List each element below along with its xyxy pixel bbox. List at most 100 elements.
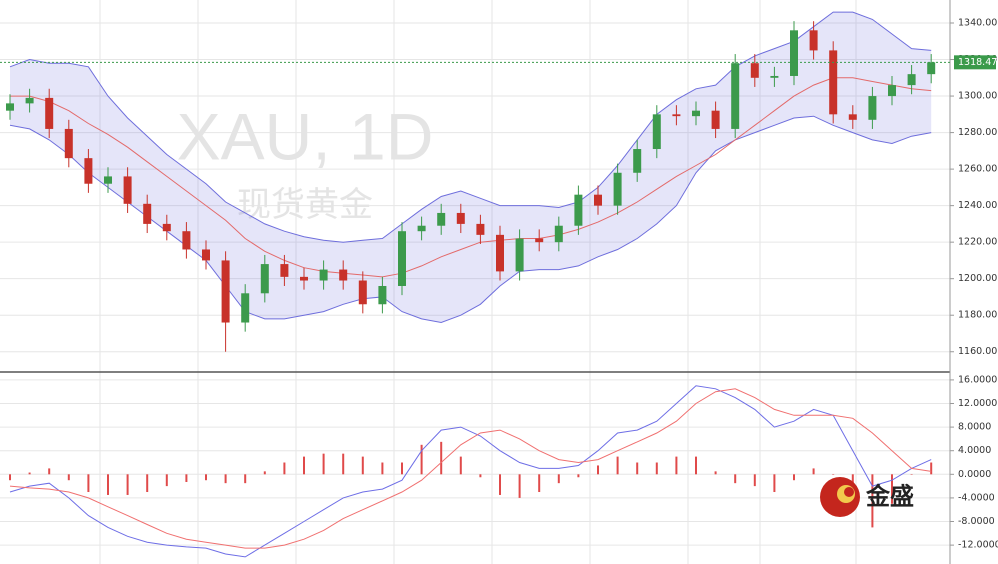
candle-body (339, 269, 348, 281)
candle-body (182, 231, 191, 250)
candle-body (692, 110, 700, 117)
histogram-bar (401, 462, 403, 475)
y-tick-label: 1180.00 (958, 310, 997, 321)
candle-body (358, 280, 367, 305)
histogram-bar (773, 474, 776, 493)
histogram-bar (420, 444, 423, 475)
candle-body (652, 114, 661, 150)
last-price-box (954, 55, 996, 70)
histogram-bar (734, 474, 737, 484)
candle-body (398, 231, 406, 286)
candle-body (123, 176, 132, 204)
candle-body (633, 149, 642, 173)
watermark: XAU, 1D (177, 99, 434, 173)
candle-body (848, 114, 857, 120)
histogram-bar (244, 474, 247, 484)
y-tick-label: 1260.00 (958, 164, 997, 175)
histogram-bar (303, 456, 305, 475)
candle-body (750, 63, 759, 78)
histogram-bar (322, 453, 325, 475)
macd-line (9, 385, 932, 558)
y-tick-label: 8.0000 (958, 422, 991, 433)
histogram-bar (597, 465, 599, 475)
candle-body (672, 114, 681, 117)
candle-body (64, 128, 73, 159)
candle-body (162, 223, 171, 232)
histogram-bar (655, 462, 658, 475)
histogram-bar (107, 474, 109, 495)
candle-body (202, 249, 210, 261)
y-tick-label: 0.0000 (958, 469, 991, 480)
histogram-bar (499, 474, 501, 495)
histogram-bar (67, 474, 70, 481)
candle-body (574, 194, 583, 226)
candle-body (417, 225, 426, 232)
vertical-grid (99, 0, 857, 564)
histogram-bar (263, 471, 266, 475)
histogram-bar (518, 474, 521, 498)
watermark-subtitle: 现货黄金 (237, 186, 373, 224)
middle-band (10, 77, 932, 278)
candle-body (594, 194, 602, 206)
histogram-bar (9, 474, 11, 481)
y-tick-label: -8.0000 (958, 516, 995, 527)
histogram-bar (910, 474, 913, 475)
histogram-bar (577, 474, 580, 478)
histogram-bar (793, 474, 795, 481)
histogram-bar (871, 474, 874, 528)
candle-body (731, 63, 740, 129)
candle-body (300, 276, 308, 281)
histogram-bar (28, 472, 31, 475)
candle-body (829, 50, 838, 115)
candle-body (143, 203, 152, 224)
candle-body (104, 176, 112, 184)
last-price-label: 1318.47 (958, 57, 997, 68)
histogram-bar (812, 468, 815, 475)
upper-band (9, 11, 932, 243)
candle-body (437, 212, 446, 226)
histogram-bar (557, 474, 560, 484)
y-tick-label: 16.0000 (958, 374, 997, 385)
histogram-bar (342, 453, 345, 475)
candle-body (221, 260, 230, 323)
y-tick-label: -4.0000 (958, 492, 995, 503)
y-tick-label: 1200.00 (958, 273, 997, 284)
logo-text: 金盛 (865, 482, 914, 510)
histogram-bar (283, 462, 286, 475)
candle-body (241, 293, 250, 323)
candle-body (496, 234, 504, 272)
histogram-bar (185, 474, 188, 482)
logo-swirl-inner (844, 487, 854, 497)
candle-body (84, 158, 93, 184)
histogram-bar (361, 456, 364, 475)
candle-body (45, 97, 54, 129)
candle-body (790, 30, 798, 76)
candle-body (809, 30, 818, 51)
histogram-bar (930, 462, 933, 475)
candle-body (888, 85, 896, 97)
histogram-bar (440, 441, 443, 475)
candle-body (613, 172, 622, 206)
candle-body (770, 75, 779, 78)
histogram-bar (675, 456, 678, 475)
histogram-bar (714, 471, 717, 475)
histogram-bar (695, 456, 697, 475)
histogram-bar (165, 474, 168, 487)
band-fill (10, 12, 932, 323)
candle-body (319, 269, 328, 281)
candle-body (25, 97, 34, 104)
y-tick-label: 1220.00 (958, 237, 997, 248)
candle-body (280, 264, 289, 277)
candle-body (868, 96, 877, 120)
histogram-bar (753, 474, 756, 487)
histogram-bar (459, 456, 462, 475)
histogram-bar (146, 474, 149, 493)
candle-body (378, 285, 387, 305)
candle-body (260, 264, 269, 294)
y-tick-label: 12.0000 (958, 398, 997, 409)
histogram-bar (538, 474, 541, 493)
signal-line (9, 388, 932, 549)
candle-body (554, 225, 563, 243)
